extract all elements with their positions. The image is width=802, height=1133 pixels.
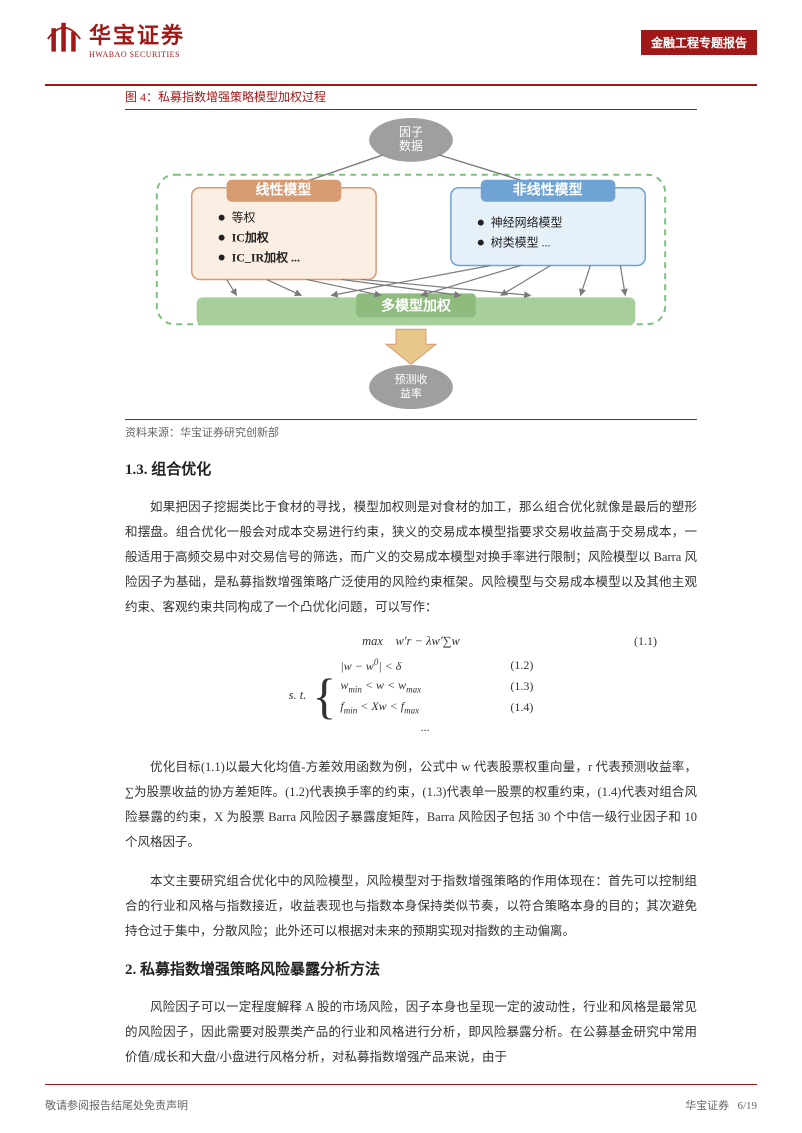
constraint-4: fmin < Xw < fmax <box>340 697 510 718</box>
node-predicted-return: 预测收 <box>395 372 428 386</box>
heading-1-3: 1.3. 组合优化 <box>125 458 697 479</box>
nonlinear-item-0: 神经网络模型 <box>491 215 563 230</box>
footer: 敬请参阅报告结尾处免责声明 华宝证券 6/19 <box>45 1097 757 1113</box>
para-4: 风险因子可以一定程度解释 A 股的市场风险，因子本身也呈现一定的波动性，行业和风… <box>125 995 697 1070</box>
brace-icon: { <box>312 671 336 721</box>
linear-model-title: 线性模型 <box>256 182 312 199</box>
brand-en: HWABAO SECURITIES <box>89 50 185 59</box>
formula-block: max w′r − λw′∑w (1.1) s. t. { |w − w0| <… <box>125 634 697 737</box>
formula-num-1: (1.1) <box>634 634 657 649</box>
logo-icon <box>45 21 83 57</box>
multi-model-label: 多模型加权 <box>381 297 451 314</box>
flowchart: 因子 数据 线性模型 等权 IC加权 IC_IR加权 ... 非线性模型 神经网… <box>125 110 697 419</box>
para-3: 本文主要研究组合优化中的风险模型，风险模型对于指数增强策略的作用体现在：首先可以… <box>125 869 697 944</box>
brand-cn: 华宝证券 <box>89 18 185 50</box>
figure-caption: 图 4：私募指数增强策略模型加权过程 <box>125 86 697 110</box>
page-header: 华宝证券 HWABAO SECURITIES 金融工程专题报告 <box>0 0 802 80</box>
constraint-2: |w − w0| < δ <box>340 655 510 676</box>
nonlinear-item-1: 树类模型 ... <box>491 235 551 250</box>
svg-text:数据: 数据 <box>399 138 423 153</box>
linear-item-0: 等权 <box>232 211 256 225</box>
footer-page: 华宝证券 6/19 <box>685 1097 757 1113</box>
figure-source: 资料来源：华宝证券研究创新部 <box>125 424 697 440</box>
para-1: 如果把因子挖掘类比于食材的寻找，模型加权则是对食材的加工，那么组合优化就像是最后… <box>125 495 697 620</box>
constraint-dots: ... <box>340 718 510 737</box>
linear-item-2: IC_IR加权 ... <box>232 250 300 265</box>
constraint-3: wmin < w < wmax <box>340 676 510 697</box>
report-tag: 金融工程专题报告 <box>641 30 757 55</box>
diagram-frame: 因子 数据 线性模型 等权 IC加权 IC_IR加权 ... 非线性模型 神经网… <box>125 110 697 420</box>
formula-objective: max w′r − λw′∑w <box>362 634 460 649</box>
heading-2: 2. 私募指数增强策略风险暴露分析方法 <box>125 958 697 979</box>
footer-rule <box>45 1084 757 1085</box>
nonlinear-model-title: 非线性模型 <box>513 182 583 199</box>
brand-text: 华宝证券 HWABAO SECURITIES <box>89 18 185 59</box>
node-factor-data: 因子 <box>399 125 423 139</box>
st-label: s. t. <box>289 688 307 703</box>
footer-disclaimer: 敬请参阅报告结尾处免责声明 <box>45 1097 188 1113</box>
svg-text:益率: 益率 <box>400 386 422 400</box>
linear-item-1: IC加权 <box>232 230 269 245</box>
para-2: 优化目标(1.1)以最大化均值-方差效用函数为例，公式中 w 代表股票权重向量，… <box>125 755 697 855</box>
